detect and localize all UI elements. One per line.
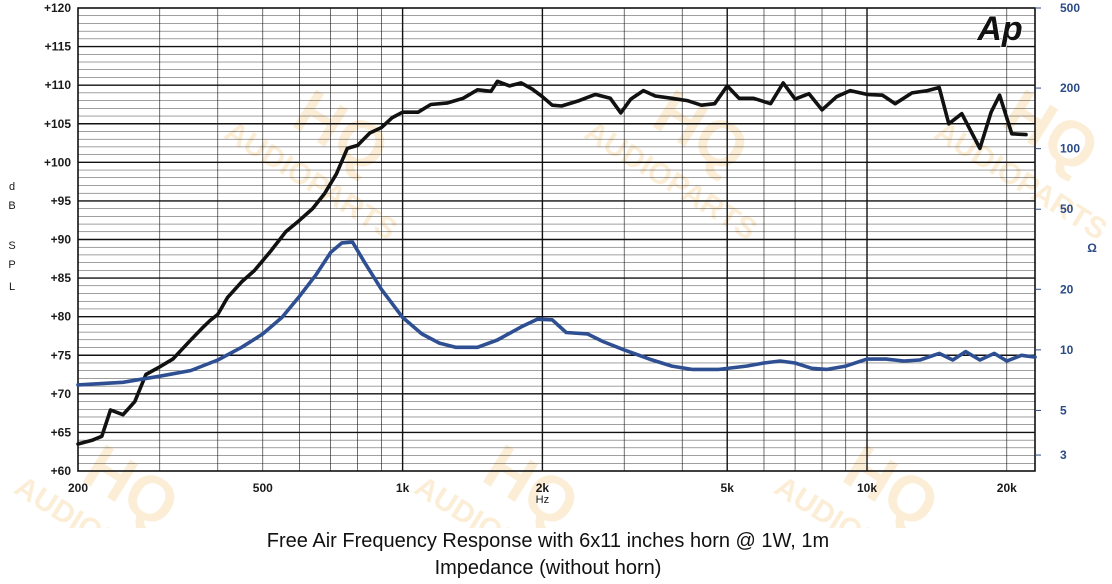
x-tick-label: 500 (253, 481, 273, 495)
y-right-tick-label: 200 (1060, 81, 1080, 95)
x-axis-label: Hz (536, 494, 549, 506)
x-tick-label: 5k (721, 481, 735, 495)
y-left-tick-label: +80 (51, 310, 72, 324)
y-right-tick-label: 20 (1060, 282, 1074, 296)
x-tick-label: 2k (536, 481, 550, 495)
ap-logo-text: Ap (976, 10, 1022, 48)
y-left-label-letter: S (8, 240, 15, 252)
y-left-tick-label: +120 (44, 1, 71, 15)
y-left-tick-label: +65 (51, 425, 72, 439)
y-left-label-letter: L (9, 281, 15, 293)
y-right-tick-label: 10 (1060, 343, 1074, 357)
y-right-tick-label: 50 (1060, 202, 1074, 216)
y-left-tick-label: +105 (44, 117, 71, 131)
y-left-tick-label: +95 (51, 194, 72, 208)
y-left-tick-label: +85 (51, 271, 72, 285)
impedance-line (76, 240, 1037, 387)
x-axis-ticks: 200 500 1k 2k 5k 10k 20k (68, 481, 1017, 495)
left-axis-ticks: +120 +115 +110 +105 +100 +95 +90 +85 +80 +75 +70 +6… (44, 1, 71, 478)
y-left-label-letter: B (8, 200, 15, 212)
y-right-tick-label: 500 (1060, 1, 1080, 15)
chart-subtitle: Impedance (without horn) (434, 557, 662, 579)
x-tick-label: 20k (997, 481, 1017, 495)
y-left-label-letter: P (8, 259, 15, 271)
x-tick-label: 200 (68, 481, 88, 495)
y-left-tick-label: +70 (51, 387, 72, 401)
y-left-tick-label: +110 (45, 78, 72, 92)
y-right-tick-label: 3 (1060, 448, 1067, 462)
chart-title: Free Air Frequency Response with 6x11 in… (266, 530, 830, 552)
y-left-tick-label: +100 (44, 155, 71, 169)
y-left-tick-label: +60 (51, 464, 72, 478)
y-right-axis-label: Ω (1087, 241, 1097, 255)
y-left-tick-label: +90 (51, 233, 72, 247)
ap-logo: Ap (976, 9, 1024, 49)
spl-response-line (76, 79, 1028, 446)
x-tick-label: 10k (857, 481, 877, 495)
y-right-tick-label: 5 (1060, 403, 1067, 417)
axis-labels: Hz dB SPL Ω (8, 181, 1097, 506)
y-left-label-letter: d (9, 181, 15, 193)
chart-grid (77, 7, 1036, 472)
right-axis-ticks: 500 200 100 50 20 10 5 3 (1035, 1, 1080, 462)
y-left-tick-label: +75 (51, 348, 72, 362)
x-tick-label: 1k (396, 481, 410, 495)
series-layer (76, 79, 1037, 446)
y-right-tick-label: 100 (1060, 142, 1080, 156)
y-left-tick-label: +115 (45, 40, 72, 54)
